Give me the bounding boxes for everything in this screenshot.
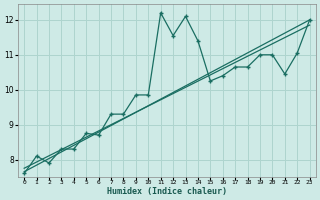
X-axis label: Humidex (Indice chaleur): Humidex (Indice chaleur) (107, 187, 227, 196)
